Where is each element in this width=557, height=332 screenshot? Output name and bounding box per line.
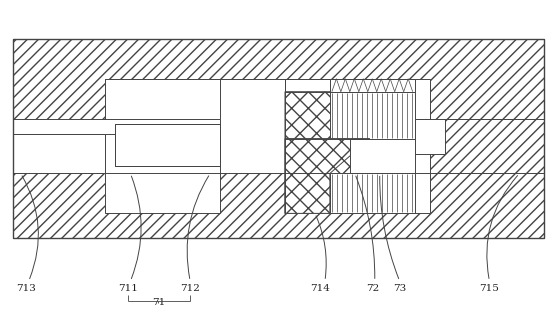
Text: 714: 714 [310,284,330,293]
Polygon shape [13,39,544,133]
Polygon shape [285,138,370,213]
Bar [330,92,414,138]
Text: 72: 72 [366,284,379,293]
Polygon shape [285,92,370,213]
Text: 713: 713 [16,284,36,293]
Polygon shape [13,174,544,238]
Bar [105,79,285,174]
Bar [330,174,414,213]
Bar [115,124,220,165]
Text: 715: 715 [480,284,500,293]
Bar [330,79,414,92]
Bar [13,133,105,174]
Polygon shape [13,133,105,174]
Text: 73: 73 [393,284,406,293]
Bar [414,119,444,153]
Text: 711: 711 [119,284,138,293]
Bar [285,79,429,213]
Polygon shape [429,119,544,174]
Text: 71: 71 [152,298,165,307]
Text: 712: 712 [180,284,200,293]
Bar [13,39,544,238]
Bar [350,138,414,174]
Bar [13,119,220,133]
